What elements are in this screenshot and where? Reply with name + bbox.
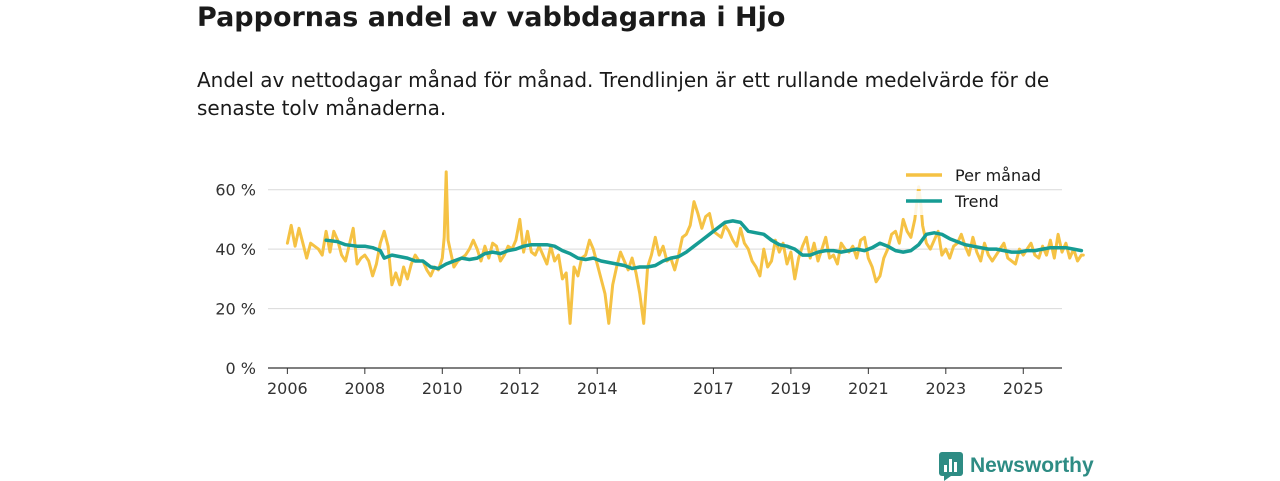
series-lines: [285, 170, 1085, 325]
chart-subtitle: Andel av nettodagar månad för månad. Tre…: [197, 68, 1050, 120]
x-tick-label: 2017: [693, 379, 734, 398]
brand-logo[interactable]: Newsworthy: [939, 451, 1094, 481]
legend-item-bg: [898, 191, 1048, 215]
legend: Per månad Trend: [898, 165, 1048, 215]
y-tick-label: 60 %: [215, 181, 256, 200]
y-tick-label: 20 %: [215, 300, 256, 319]
x-tick-label: 2010: [422, 379, 463, 398]
x-tick-label: 2014: [577, 379, 618, 398]
x-tick-label: 2019: [771, 379, 812, 398]
x-tick-label: 2006: [267, 379, 308, 398]
y-tick-label: 0 %: [226, 359, 256, 378]
x-tick-label: 2012: [499, 379, 540, 398]
legend-label: Trend: [954, 192, 999, 211]
axes: 0 % 20 % 40 % 60 % 2006 2008 2010 2012 2014 2017 2…: [215, 181, 1062, 398]
series-line-per-manad: [285, 170, 1085, 325]
brand-name: Newsworthy: [970, 454, 1094, 477]
series-line-trend: [324, 219, 1084, 271]
x-tick-label: 2025: [1003, 379, 1044, 398]
x-tick-label: 2021: [848, 379, 889, 398]
newsworthy-logo-icon: [939, 451, 963, 481]
y-tick-label: 40 %: [215, 240, 256, 259]
legend-item-bg: [898, 165, 1048, 189]
x-tick-label: 2023: [925, 379, 966, 398]
x-tick-label: 2008: [344, 379, 385, 398]
chart-title: Pappornas andel av vabbdagarna i Hjo: [197, 2, 786, 33]
legend-label: Per månad: [955, 166, 1041, 185]
